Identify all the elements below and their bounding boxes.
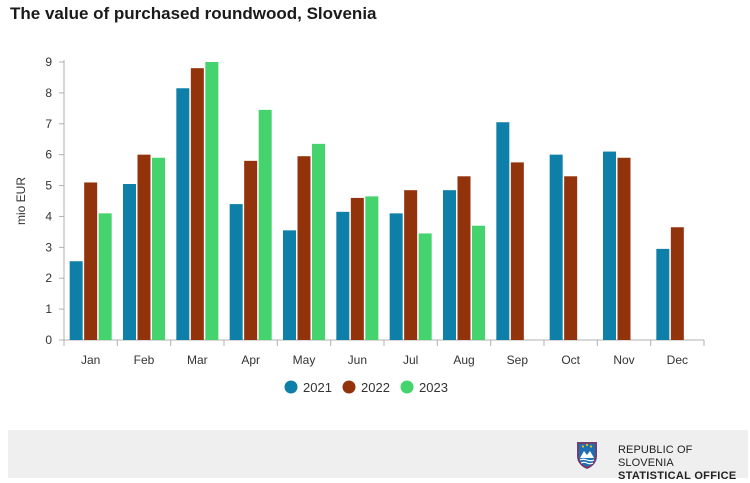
y-tick-label: 6 bbox=[45, 148, 52, 162]
bar-2023-jun bbox=[365, 196, 379, 340]
bar-2021-nov bbox=[603, 151, 616, 340]
x-tick-label: Sep bbox=[507, 353, 529, 367]
bar-2022-aug bbox=[457, 176, 471, 340]
bar-2022-mar bbox=[190, 68, 204, 340]
bar-2021-may bbox=[283, 230, 296, 340]
x-tick-label: Nov bbox=[613, 353, 634, 367]
legend-label-2023[interactable]: 2023 bbox=[419, 380, 448, 395]
y-tick-label: 2 bbox=[45, 271, 52, 285]
slovenia-coat-of-arms-icon bbox=[577, 442, 597, 469]
x-tick-label: Jun bbox=[348, 353, 367, 367]
x-tick-label: Jul bbox=[403, 353, 418, 367]
chart-title: The value of purchased roundwood, Sloven… bbox=[10, 4, 377, 23]
y-tick-label: 9 bbox=[45, 55, 52, 69]
bar-2021-oct bbox=[549, 154, 563, 340]
bar-2021-aug bbox=[443, 190, 456, 340]
bar-2023-feb bbox=[152, 157, 165, 340]
legend[interactable]: 2021 2022 2023 bbox=[284, 380, 448, 395]
bar-2023-jul bbox=[418, 233, 432, 340]
y-tick-label: 1 bbox=[45, 302, 52, 316]
y-tick-label: 3 bbox=[45, 240, 52, 254]
y-tick-label: 7 bbox=[45, 117, 52, 131]
x-tick-label: Dec bbox=[667, 353, 688, 367]
footer: REPUBLIC OF SLOVENIA STATISTICAL OFFICE bbox=[8, 430, 748, 482]
bar-2022-jun bbox=[350, 197, 364, 340]
bar-chart: 0 1 2 3 4 5 6 7 8 9 Jan Feb Mar Apr May Jun Jul Aug Sep Oc… bbox=[14, 55, 705, 395]
bar-2022-apr bbox=[244, 160, 258, 340]
bar-2023-aug bbox=[472, 225, 485, 340]
x-tick-label: Apr bbox=[241, 353, 260, 367]
bar-2023-mar bbox=[205, 62, 219, 340]
bar-2021-sep bbox=[496, 122, 510, 340]
legend-marker-2022[interactable] bbox=[342, 380, 356, 394]
x-axis: Jan Feb Mar Apr May Jun Jul Aug Sep Oct Nov Dec bbox=[63, 339, 705, 367]
bar-2022-oct bbox=[564, 176, 578, 340]
bar-2021-mar bbox=[176, 88, 190, 340]
bar-2023-apr bbox=[258, 109, 272, 340]
x-tick-label: Mar bbox=[187, 353, 208, 367]
bar-2021-jul bbox=[389, 213, 403, 340]
bar-2023-may bbox=[312, 143, 325, 340]
legend-marker-2023[interactable] bbox=[400, 380, 414, 394]
y-tick-label: 8 bbox=[45, 86, 52, 100]
y-tick-label: 5 bbox=[45, 179, 52, 193]
x-tick-label: Oct bbox=[561, 353, 580, 367]
organization-name: REPUBLIC OF SLOVENIA STATISTICAL OFFICE bbox=[618, 444, 748, 483]
bar-2022-jul bbox=[404, 190, 418, 340]
bar-2022-jan bbox=[84, 182, 98, 340]
bar-2022-feb bbox=[137, 154, 151, 340]
y-tick-label: 4 bbox=[45, 209, 52, 223]
legend-label-2021[interactable]: 2021 bbox=[303, 380, 332, 395]
y-axis-label: mio EUR bbox=[14, 177, 28, 225]
org-name-line2: STATISTICAL OFFICE bbox=[618, 470, 737, 482]
bar-2021-apr bbox=[229, 204, 243, 340]
bar-2021-jun bbox=[336, 211, 350, 340]
bar-2023-jan bbox=[98, 213, 112, 340]
bar-2021-feb bbox=[123, 184, 136, 340]
x-tick-label: Feb bbox=[134, 353, 155, 367]
legend-marker-2021[interactable] bbox=[284, 380, 298, 394]
x-tick-label: Jan bbox=[81, 353, 100, 367]
bars bbox=[69, 62, 684, 340]
bar-2022-dec bbox=[670, 227, 684, 340]
y-tick-label: 0 bbox=[45, 333, 52, 347]
org-name-line1: REPUBLIC OF SLOVENIA bbox=[618, 444, 693, 469]
bar-2022-may bbox=[297, 156, 311, 340]
legend-label-2022[interactable]: 2022 bbox=[361, 380, 390, 395]
bar-2022-nov bbox=[617, 157, 631, 340]
x-tick-label: Aug bbox=[453, 353, 474, 367]
bar-2022-sep bbox=[510, 162, 524, 340]
bar-2021-dec bbox=[656, 248, 670, 340]
bar-2021-jan bbox=[69, 261, 83, 340]
x-tick-label: May bbox=[293, 353, 316, 367]
y-axis: 0 1 2 3 4 5 6 7 8 9 bbox=[45, 55, 65, 347]
